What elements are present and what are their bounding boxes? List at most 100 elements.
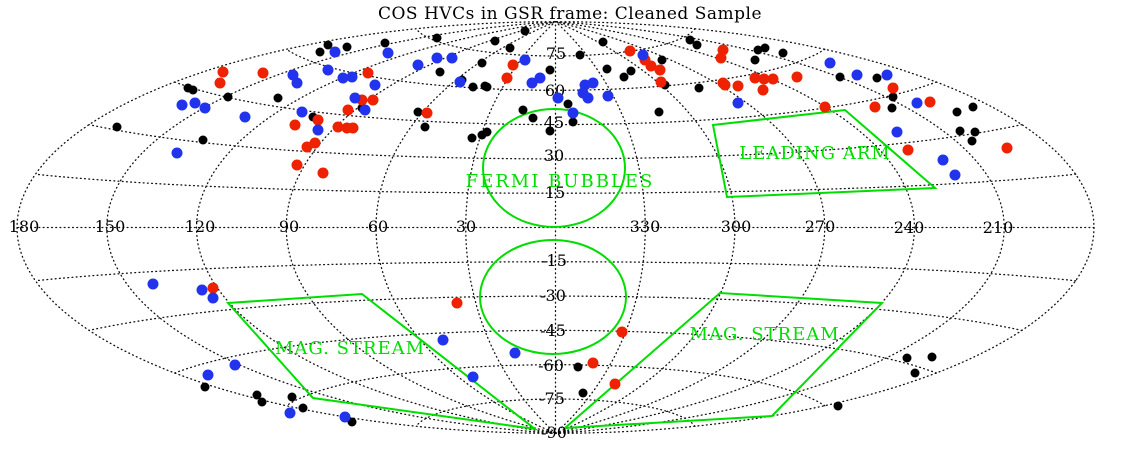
data-point <box>637 49 649 61</box>
data-point <box>575 50 585 60</box>
data-point <box>509 347 521 359</box>
fermi-bubble-north-outline <box>482 108 626 228</box>
data-point <box>685 35 695 45</box>
data-point <box>760 43 770 53</box>
grid-meridian <box>195 21 557 434</box>
lon-tick-label: 300 <box>721 217 752 236</box>
data-point <box>654 107 664 117</box>
lon-tick-label: 240 <box>894 218 925 237</box>
data-point <box>910 368 920 378</box>
chart-title: COS HVCs in GSR frame: Cleaned Sample <box>377 4 763 24</box>
data-point <box>291 159 303 171</box>
data-point <box>692 40 702 50</box>
data-point <box>567 107 579 119</box>
data-point <box>435 67 445 77</box>
lat-tick-label: 75 <box>546 44 566 63</box>
data-point <box>188 85 198 95</box>
data-point <box>927 352 937 362</box>
data-point <box>534 72 546 84</box>
grid-parallel <box>285 48 826 91</box>
lat-tick-label: -75 <box>539 389 565 408</box>
data-point <box>819 101 831 113</box>
grid-parallel <box>34 173 1077 194</box>
data-point <box>507 59 519 71</box>
data-point <box>833 401 843 411</box>
data-point <box>602 90 614 102</box>
data-point <box>626 66 636 76</box>
lon-tick-label: 120 <box>185 217 216 236</box>
data-point <box>573 362 583 372</box>
data-point <box>171 147 183 159</box>
lon-tick-label: 180 <box>9 217 40 236</box>
data-point <box>732 97 744 109</box>
grid-meridian <box>465 21 557 434</box>
data-point <box>758 73 770 85</box>
data-point <box>887 103 897 113</box>
data-point <box>284 407 296 419</box>
data-point <box>202 369 214 381</box>
region-label: LEADING ARM <box>739 143 890 164</box>
data-point <box>949 169 961 181</box>
data-point <box>367 94 379 106</box>
data-point <box>732 80 744 92</box>
data-point <box>955 126 965 136</box>
lon-tick-label: 60 <box>368 217 388 236</box>
data-point <box>872 73 882 83</box>
data-point <box>380 38 390 48</box>
data-point <box>552 92 564 104</box>
data-point <box>578 388 588 398</box>
data-point <box>199 102 211 114</box>
data-point <box>609 378 621 390</box>
data-point <box>431 52 443 64</box>
data-point <box>657 55 667 65</box>
data-point <box>223 92 233 102</box>
data-point <box>902 144 914 156</box>
data-point <box>970 127 980 137</box>
data-point <box>287 392 297 402</box>
data-point <box>312 114 324 126</box>
lat-tick-label: -90 <box>541 423 567 442</box>
grid-meridian <box>16 21 557 434</box>
grid-parallel <box>88 123 1023 160</box>
data-point <box>420 122 430 132</box>
data-point <box>477 58 487 68</box>
data-point <box>337 72 349 84</box>
data-point <box>891 126 903 138</box>
series-blue <box>147 46 961 423</box>
data-point <box>273 93 283 103</box>
data-point <box>349 92 361 104</box>
data-point <box>196 284 208 296</box>
data-point <box>655 76 667 88</box>
data-point <box>315 47 325 57</box>
data-point <box>490 36 500 46</box>
data-point <box>467 133 477 143</box>
data-point <box>937 154 949 166</box>
grid-parallel <box>285 364 826 407</box>
data-point <box>1001 142 1013 154</box>
data-point <box>347 122 359 134</box>
data-point <box>624 45 636 57</box>
data-point <box>454 76 466 88</box>
data-point <box>322 64 334 76</box>
data-point <box>257 67 269 79</box>
data-point <box>239 111 251 123</box>
lat-tick-label: 15 <box>545 183 565 202</box>
data-point <box>446 52 458 64</box>
data-point <box>582 92 594 104</box>
lat-tick-label: -60 <box>538 356 564 375</box>
data-point <box>346 71 358 83</box>
data-point <box>296 106 308 118</box>
lon-tick-label: 90 <box>279 217 299 236</box>
lat-tick-label: -30 <box>540 286 566 305</box>
lat-tick-label: -15 <box>541 251 567 270</box>
data-point <box>749 72 761 84</box>
data-point <box>911 97 923 109</box>
data-point <box>545 126 555 136</box>
data-point <box>824 57 836 69</box>
data-point <box>480 81 490 91</box>
data-point <box>518 105 528 115</box>
data-point <box>257 397 267 407</box>
data-point <box>421 107 433 119</box>
data-point <box>200 382 210 392</box>
data-point <box>598 37 608 47</box>
